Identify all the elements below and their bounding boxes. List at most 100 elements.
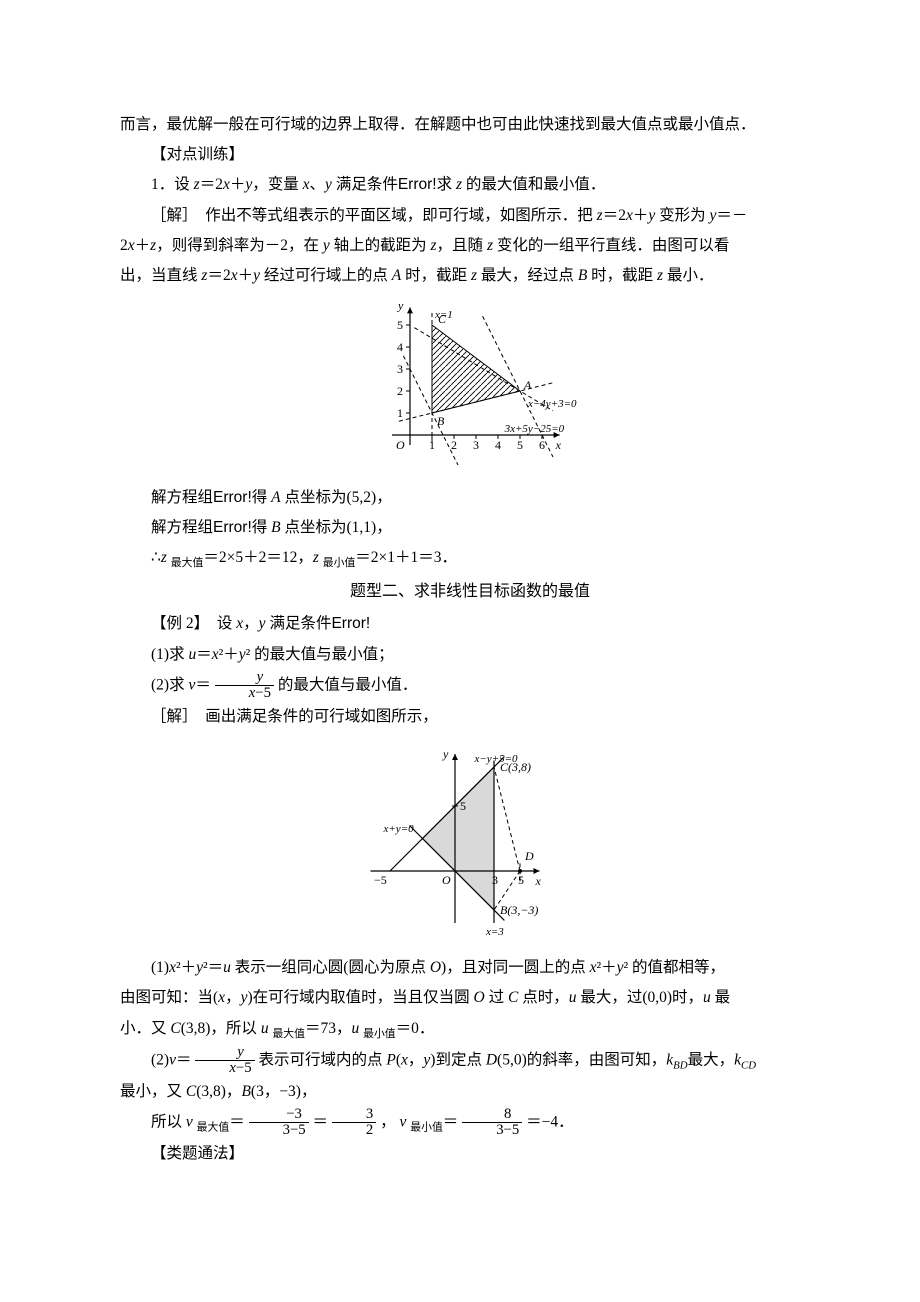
- t: ＝－: [716, 207, 747, 224]
- var-u: u: [703, 989, 711, 1006]
- t: 所以: [151, 1113, 186, 1130]
- t: 【例 2】 设: [151, 615, 236, 632]
- sol2-part1-a: (1)x²＋y²＝u 表示一组同心圆(圆心为原点 O)，且对同一圆上的点 x²＋…: [120, 953, 820, 983]
- fraction: y x−5: [215, 670, 274, 702]
- svg-text:x=3: x=3: [485, 926, 504, 936]
- t: ²＋: [596, 959, 616, 976]
- question-1: 1．设 z＝2x＋y，变量 x、y 满足条件Error!求 z 的最大值和最小值…: [120, 170, 820, 200]
- practice-header: 【对点训练】: [120, 140, 820, 170]
- t: ＋: [238, 267, 254, 284]
- sub-max: 最大值: [197, 1122, 230, 1134]
- var-x: x: [401, 1051, 408, 1068]
- svg-text:A: A: [523, 378, 532, 392]
- t: 满足条件: [266, 615, 332, 632]
- eq-group-2: 解方程组Error!得 B 点坐标为(1,1)，: [120, 513, 820, 543]
- frac-num: 3: [332, 1107, 376, 1123]
- sol2-part1-b: 由图可知：当(x，y)在可行域内取值时，当且仅当圆 O 过 C 点时，u 最大，…: [120, 983, 820, 1013]
- pt-D: D: [486, 1051, 497, 1068]
- fraction: −33−5: [249, 1107, 309, 1139]
- pt-B: B: [578, 267, 587, 284]
- svg-text:x−4y+3=0: x−4y+3=0: [527, 398, 577, 410]
- frac-den: 3−5: [462, 1123, 522, 1138]
- result-1: ∴z 最大值＝2×5＋2＝12，z 最小值＝2×1＋1＝3．: [120, 543, 820, 574]
- t: 的最大值和最小值．: [462, 176, 605, 193]
- svg-text:5: 5: [518, 873, 524, 887]
- error-placeholder: Error!: [331, 615, 370, 632]
- t: (3,8)，所以: [181, 1020, 261, 1037]
- t: −5: [236, 1060, 252, 1076]
- svg-text:x: x: [555, 438, 562, 452]
- var-y: y: [323, 237, 330, 254]
- t: 最: [711, 989, 730, 1006]
- t: 表示可行域内的点: [258, 1051, 386, 1068]
- figure-1: 12345612345Oyxx=1CABx−4y+3=03x+5y−25=0: [120, 295, 820, 476]
- var-y: y: [259, 615, 266, 632]
- t: 1．设: [151, 176, 194, 193]
- var-x: x: [303, 176, 310, 193]
- svg-text:O: O: [442, 873, 451, 887]
- t: 时，截距: [401, 267, 471, 284]
- var-y: y: [617, 959, 624, 976]
- frac-den: 2: [332, 1123, 376, 1138]
- sol2-part1-c: 小．又 C(3,8)，所以 u 最大值＝73，u 最小值＝0．: [120, 1014, 820, 1045]
- var-k: k: [734, 1051, 741, 1068]
- sub-min: 最小值: [410, 1122, 443, 1134]
- error-placeholder: Error!: [398, 176, 437, 193]
- t: ²＋: [176, 959, 196, 976]
- t: 小．又: [120, 1020, 170, 1037]
- var-x: x: [231, 267, 238, 284]
- var-v: v: [186, 1113, 193, 1130]
- t: ，变量: [252, 176, 302, 193]
- error-placeholder: Error!: [213, 519, 252, 536]
- pt-O: O: [430, 959, 441, 976]
- svg-text:x: x: [535, 874, 542, 888]
- t: 最大，过(0,0)时，: [576, 989, 703, 1006]
- figure-2-svg: yxO−5355C(3,8)B(3,−3)Dx−y+5=0x+y=0x=3: [345, 736, 595, 936]
- t: ＝: [229, 1113, 245, 1130]
- t: )在可行域内取值时，当且仅当圆: [247, 989, 473, 1006]
- t: (2)求: [151, 676, 188, 693]
- frac-num: 8: [462, 1107, 522, 1123]
- solution-2-open: ［解］ 画出满足条件的可行域如图所示，: [120, 702, 820, 732]
- var-z: z: [313, 549, 319, 566]
- svg-text:3: 3: [492, 873, 498, 887]
- svg-text:6: 6: [539, 438, 545, 452]
- t: ² 的最大值与最小值；: [246, 646, 394, 663]
- t: 经过可行域上的点: [260, 267, 392, 284]
- frac-den: x−5: [195, 1061, 254, 1076]
- pt-C: C: [186, 1083, 196, 1100]
- t: 出，当直线: [120, 267, 201, 284]
- svg-text:B(3,−3): B(3,−3): [500, 903, 538, 917]
- t: 由图可知：当(: [120, 989, 218, 1006]
- svg-text:1: 1: [397, 406, 403, 420]
- frac-num: y: [215, 670, 274, 686]
- svg-text:2: 2: [397, 384, 403, 398]
- t: 过: [485, 989, 508, 1006]
- t: ＝0．: [396, 1020, 435, 1037]
- var-u: u: [261, 1020, 269, 1037]
- solution-1-line-a: ［解］ 作出不等式组表示的平面区域，即可行域，如图所示．把 z＝2x＋y 变形为…: [120, 201, 820, 231]
- frac-num: −3: [249, 1107, 309, 1123]
- svg-text:O: O: [396, 438, 405, 452]
- t: 点坐标为(1,1)，: [281, 519, 392, 536]
- t: ，且随: [437, 237, 487, 254]
- svg-text:5: 5: [460, 799, 466, 813]
- svg-text:3: 3: [473, 438, 479, 452]
- svg-text:5: 5: [397, 318, 403, 332]
- t: −5: [255, 685, 271, 701]
- svg-text:D: D: [524, 849, 534, 863]
- pt-A: A: [392, 267, 401, 284]
- t: (1)求: [151, 646, 188, 663]
- sub-max: 最大值: [272, 1028, 305, 1040]
- t: ，: [243, 615, 259, 632]
- t: ∴: [151, 549, 161, 566]
- t: 变形为: [655, 207, 709, 224]
- fraction: 32: [332, 1107, 376, 1139]
- t: 变化的一组平行直线．由图可以看: [493, 237, 729, 254]
- t: 最小．: [663, 267, 713, 284]
- svg-text:y: y: [442, 747, 449, 761]
- solution-1-line-c: 出，当直线 z＝2x＋y 经过可行域上的点 A 时，截距 z 最大，经过点 B …: [120, 261, 820, 291]
- method-header: 【类题通法】: [120, 1139, 820, 1169]
- section-2-title: 题型二、求非线性目标函数的最值: [120, 576, 820, 607]
- svg-text:C: C: [438, 312, 447, 326]
